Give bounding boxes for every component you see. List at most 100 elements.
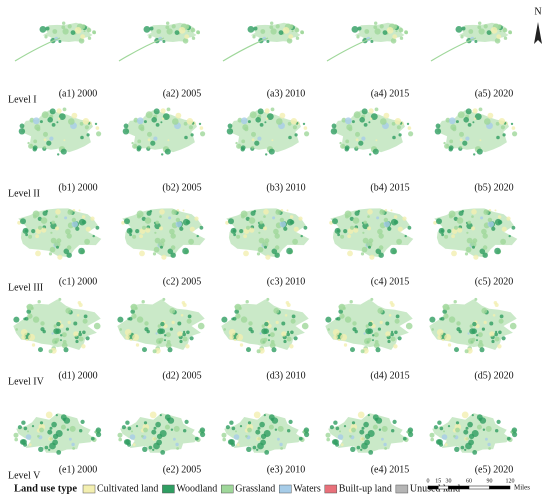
panel-caption: (a2) 2005 bbox=[163, 88, 202, 99]
map-patch bbox=[25, 233, 28, 237]
map-patch bbox=[65, 307, 72, 314]
map-patch bbox=[159, 337, 164, 342]
map-patch bbox=[146, 329, 150, 334]
map-patch bbox=[279, 220, 286, 228]
map-patch bbox=[452, 127, 457, 132]
map-patch bbox=[461, 26, 466, 31]
map-patch bbox=[131, 141, 134, 145]
map-patch bbox=[80, 34, 86, 39]
map-patch bbox=[175, 217, 181, 223]
map-patch bbox=[370, 113, 378, 120]
panel-caption: (e5) 2020 bbox=[475, 464, 514, 475]
map-patch bbox=[66, 428, 70, 431]
map-patch bbox=[37, 300, 41, 304]
map-patch bbox=[333, 335, 338, 340]
map-patch bbox=[63, 347, 69, 353]
map-patch bbox=[281, 321, 286, 326]
map-patch bbox=[236, 333, 244, 341]
map-patch bbox=[28, 333, 36, 341]
map-patch bbox=[184, 419, 189, 424]
map-patch bbox=[443, 430, 445, 433]
map-patch bbox=[66, 252, 72, 258]
map-patch bbox=[463, 429, 469, 435]
map-patch bbox=[494, 336, 500, 342]
map-patch bbox=[458, 210, 464, 216]
map-patch bbox=[466, 231, 469, 234]
map-patch bbox=[377, 228, 383, 235]
map-patch bbox=[363, 421, 369, 428]
map-patch bbox=[252, 445, 257, 450]
map-patch bbox=[430, 437, 435, 442]
map-patch bbox=[50, 222, 57, 230]
map-patch bbox=[175, 220, 182, 228]
map-patch bbox=[345, 139, 350, 144]
map-patch bbox=[75, 339, 79, 344]
map-patch bbox=[372, 334, 375, 337]
map-patch bbox=[173, 425, 180, 432]
map-panel bbox=[117, 297, 205, 354]
map-patch bbox=[360, 448, 363, 451]
map-patch bbox=[472, 245, 475, 249]
map-patch bbox=[269, 25, 274, 30]
map-patch bbox=[186, 330, 190, 335]
map-patch bbox=[119, 328, 122, 331]
map-patch bbox=[147, 145, 151, 149]
map-patch bbox=[235, 313, 241, 319]
map-patch bbox=[67, 24, 72, 29]
map-patch bbox=[264, 245, 267, 249]
map-patch bbox=[369, 153, 372, 156]
map-patch bbox=[448, 117, 456, 125]
panel-caption: (d3) 2010 bbox=[266, 370, 305, 381]
panel-caption: (a4) 2015 bbox=[371, 88, 410, 99]
map-patch bbox=[453, 435, 456, 438]
map-patch bbox=[439, 426, 444, 431]
map-patch bbox=[392, 34, 398, 39]
map-patch bbox=[60, 334, 63, 337]
map-patch bbox=[334, 227, 341, 234]
map-patch bbox=[360, 436, 365, 441]
map-patch bbox=[391, 121, 396, 126]
map-patch bbox=[364, 439, 370, 446]
map-patch bbox=[344, 316, 352, 323]
map-patch bbox=[378, 245, 384, 250]
map-patch bbox=[153, 246, 160, 253]
map-patch bbox=[468, 433, 475, 440]
map-patch bbox=[256, 448, 259, 451]
map-patch bbox=[43, 145, 46, 149]
map-patch bbox=[54, 241, 61, 248]
map-patch bbox=[289, 220, 295, 225]
map-patch bbox=[374, 28, 381, 35]
map-patch bbox=[156, 29, 162, 34]
map-patch bbox=[226, 128, 234, 135]
map-patch bbox=[96, 431, 102, 438]
map-patch bbox=[437, 420, 442, 425]
map-patch bbox=[43, 138, 47, 142]
panel-caption: (e1) 2000 bbox=[59, 464, 98, 475]
map-patch bbox=[63, 417, 71, 424]
map-patch bbox=[292, 125, 297, 130]
legend-label: Built-up land bbox=[339, 483, 392, 494]
map-patch bbox=[444, 234, 449, 239]
map-patch bbox=[143, 427, 148, 433]
map-patch bbox=[166, 21, 170, 25]
map-patch bbox=[352, 217, 360, 224]
map-patch bbox=[382, 30, 388, 35]
map-patch bbox=[261, 328, 268, 335]
map-patch bbox=[117, 316, 124, 323]
panel-caption: (e2) 2005 bbox=[163, 464, 202, 475]
panel-caption: (d5) 2020 bbox=[474, 370, 513, 381]
map-patch bbox=[447, 229, 452, 234]
panel-caption: (c3) 2010 bbox=[267, 276, 306, 287]
map-patch bbox=[144, 321, 149, 326]
map-patch bbox=[476, 334, 479, 337]
map-patch bbox=[254, 140, 260, 146]
map-patch bbox=[127, 317, 131, 321]
row-label: Level V bbox=[8, 470, 41, 481]
map-patch bbox=[187, 314, 192, 319]
map-patch bbox=[488, 447, 491, 450]
map-patch bbox=[233, 233, 237, 237]
map-patch bbox=[165, 332, 171, 338]
map-patch bbox=[369, 254, 375, 260]
map-patch bbox=[95, 225, 100, 230]
map-patch bbox=[261, 324, 265, 328]
